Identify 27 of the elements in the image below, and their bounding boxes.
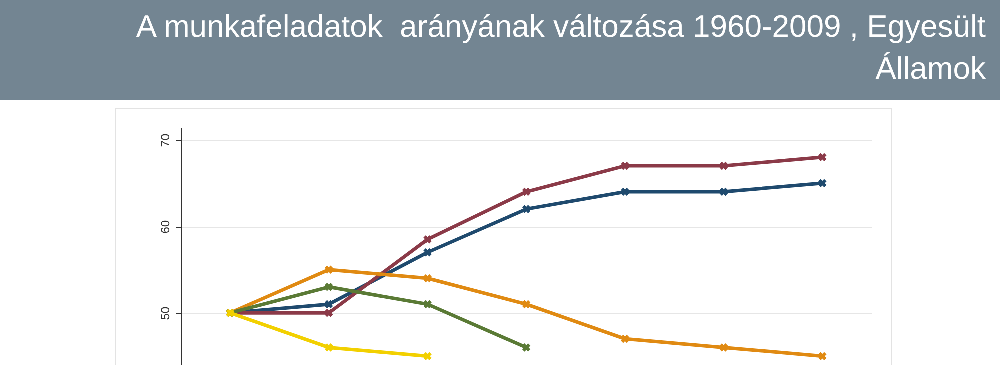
point xyxy=(424,300,432,309)
point xyxy=(324,266,334,274)
point xyxy=(818,153,827,162)
point xyxy=(522,344,531,352)
chart-title: A munkafeladatok arányának változása 1960-2009 , Egyesült Államok xyxy=(136,8,986,88)
point xyxy=(324,344,334,352)
point xyxy=(720,188,728,196)
point xyxy=(324,300,334,309)
y-tick-label: 50 xyxy=(158,306,172,320)
point xyxy=(522,205,531,214)
point xyxy=(424,274,432,283)
point xyxy=(818,352,827,360)
y-tick-label: 70 xyxy=(158,134,172,148)
point xyxy=(720,344,728,352)
point xyxy=(621,162,630,170)
point xyxy=(424,248,432,257)
point xyxy=(818,179,827,188)
y-tick-label: 60 xyxy=(158,220,172,234)
point xyxy=(324,308,334,318)
point xyxy=(424,352,432,360)
point xyxy=(621,188,630,196)
point xyxy=(522,188,531,196)
point xyxy=(424,235,432,244)
point xyxy=(522,300,531,309)
point xyxy=(324,283,334,292)
point xyxy=(720,162,728,170)
point xyxy=(621,334,630,344)
